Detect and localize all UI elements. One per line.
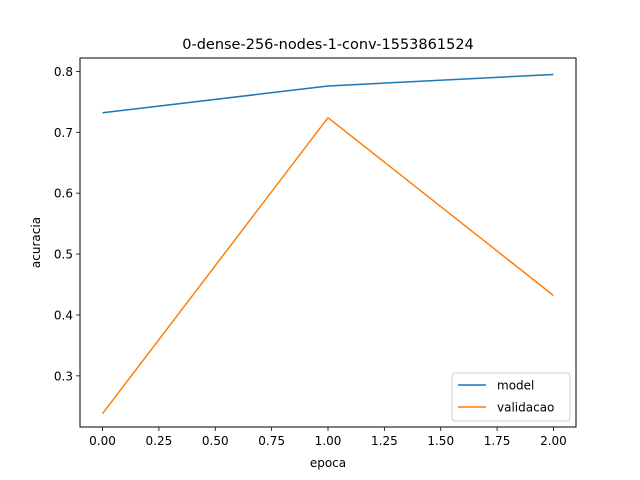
chart-title: 0-dense-256-nodes-1-conv-1553861524 xyxy=(182,37,474,53)
x-axis-label: epoca xyxy=(310,456,346,470)
x-tick-label: 1.25 xyxy=(371,434,398,448)
y-tick-label: 0.6 xyxy=(54,187,73,201)
x-tick-label: 1.50 xyxy=(427,434,454,448)
y-tick-label: 0.5 xyxy=(54,248,73,262)
x-axis-ticks: 0.00 0.25 0.50 0.75 1.00 1.25 1.50 1.75 2.00 xyxy=(89,427,567,448)
plot-lines xyxy=(101,73,554,415)
y-tick-label: 0.4 xyxy=(54,308,73,322)
x-tick-label: 0.00 xyxy=(89,434,116,448)
y-axis-ticks: 0.3 0.4 0.5 0.6 0.7 0.8 xyxy=(54,65,80,383)
y-tick-label: 0.8 xyxy=(54,65,73,79)
x-tick-label: 1.75 xyxy=(484,434,511,448)
legend: model validacao xyxy=(451,372,571,422)
x-tick-label: 0.75 xyxy=(258,434,285,448)
series-line-validacao xyxy=(101,116,554,415)
y-tick-label: 0.3 xyxy=(54,369,73,383)
x-tick-label: 1.00 xyxy=(315,434,342,448)
x-tick-label: 2.00 xyxy=(540,434,567,448)
plot-frame xyxy=(79,57,577,428)
series-line-model xyxy=(102,73,554,114)
x-tick-label: 0.25 xyxy=(146,434,173,448)
legend-label-validacao: validacao xyxy=(497,401,554,415)
legend-label-model: model xyxy=(497,379,534,393)
x-tick-label: 0.50 xyxy=(202,434,229,448)
y-axis-label: acuracia xyxy=(29,217,43,268)
y-tick-label: 0.7 xyxy=(54,126,73,140)
